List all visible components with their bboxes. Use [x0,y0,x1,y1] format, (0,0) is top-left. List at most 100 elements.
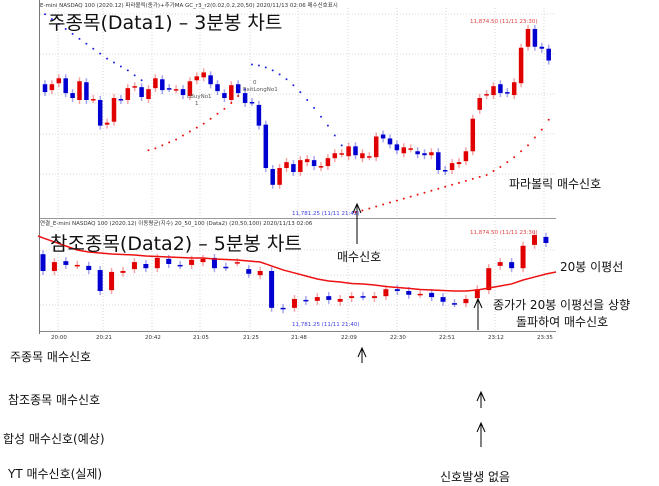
parabolic-sar-dot [451,183,454,186]
top-candle-body [91,99,96,101]
top-candle-body [525,28,531,47]
parabolic-sar-dot [416,193,419,196]
top-candle-body [208,75,213,85]
parabolic-sar-dot [244,88,247,91]
parabolic-sar-dot [430,189,433,192]
bottom-candle-body [131,262,137,270]
bottom-candle-body [417,293,423,296]
top-candle-body [215,84,220,92]
x-axis-tick: 22:09 [341,335,357,341]
buy-signal-annotation: 매수신호 [337,250,382,264]
bottom-candle-body [520,245,526,269]
parabolic-sar-dot [182,134,184,137]
top-pane-title: 주종목(Data1) – 3분봉 차트 [48,12,283,34]
parabolic-sar-dot [119,65,122,68]
bottom-low-label: 11,781.25 (11/11 21:40) [292,322,360,328]
top-candle-body [484,94,489,96]
top-candle-body [415,151,420,155]
bottom-candle-body [74,264,80,267]
parabolic-sar-dot [85,42,88,45]
parabolic-sar-dot [458,181,460,184]
bottom-candle-body [86,265,92,271]
row-combined-signal: 합성 매수신호(예상) [3,432,105,446]
row1-arrow-head [357,346,367,358]
top-candle-body [422,153,427,156]
row-ref-signal: 참조종목 매수신호 [8,393,101,407]
bottom-candle-body [451,303,457,305]
parabolic-sar-dot [340,144,343,147]
bottom-candle-body [463,298,469,304]
x-axis-tick: 21:48 [291,335,307,341]
top-candle-body [222,93,227,99]
parabolic-sar-dot [126,69,129,72]
row-main-signal: 주종목 매수신호 [10,350,92,364]
top-candle-body [401,147,407,154]
bottom-candle-body [394,289,400,292]
bottom-candle-body [486,268,492,291]
top-candle-body [139,87,144,98]
parabolic-sar-dot [230,101,233,104]
top-candle-body [367,156,372,158]
bottom-candle-body [314,297,320,301]
parabolic-sar-dot [44,13,46,16]
bottom-high-label: 11,874.50 (11/11 23:30) [470,230,538,236]
top-candle-body [166,88,172,90]
bottom-candle-body [326,296,332,300]
bottom-candle-body [303,299,309,302]
top-candle-body [318,166,324,168]
top-pane-header: E-mini NASDAQ 100 (2020.12) 파라볼릭(종가)+추가M… [40,3,338,9]
parabolic-sar-dot [175,138,178,141]
top-candle-body [429,152,434,156]
parabolic-sar-dot [395,199,398,202]
top-candle-body [173,89,179,91]
top-candle-body [498,84,503,94]
parabolic-sar-dot [444,185,447,188]
ma20-line [37,235,557,292]
bottom-candle-body [429,292,435,298]
bottom-candle-body [166,258,172,264]
top-candle-body [353,146,358,156]
parabolic-sar-dot [368,207,371,210]
top-candle-body [339,153,344,155]
bottom-candle-body [51,262,57,271]
parabolic-sar-dot [188,130,191,133]
top-candle-body [532,28,538,47]
top-candle-body [373,136,379,158]
bottom-candle-body [440,297,446,302]
top-candle-body [256,104,262,126]
top-candle-body [291,164,296,172]
parabolic-sar-dot [471,177,474,180]
parabolic-sar-dot [527,144,529,147]
top-candle-body [180,89,186,96]
top-candle-body [436,152,441,171]
parabolic-sar-dot [299,91,302,94]
top-low-label: 11,781.25 (11/11 21:42) [292,211,360,217]
parabolic-sar-dot [216,112,219,115]
no-signal-annotation: 신호발생 없음 [440,470,511,484]
bottom-candle-body [269,270,275,308]
bottom-pane-title: 참조종목(Data2) – 5분봉 차트 [50,233,302,255]
parabolic-sar-dot [478,175,481,178]
parabolic-sar-dot [271,69,274,72]
top-candle-body [325,158,331,167]
parabolic-sar-dot [547,118,550,121]
top-candle-body [518,47,524,84]
row-yt-signal: YT 매수신호(실제) [8,467,103,481]
parabolic-sar-dot [409,195,412,198]
bottom-candle-body [211,257,217,269]
bottom-candle-body [360,296,366,298]
cross-signal-arrow-head [473,297,483,309]
top-candle-body [242,93,248,103]
parabolic-sar-dot [382,203,385,206]
parabolic-sar-dot [257,64,260,67]
top-candle-body [42,84,48,93]
parabolic-sar-dot [99,52,102,55]
cross-annotation-line2: 돌파하여 매수신호 [516,315,609,329]
row2-arrow-head [476,390,486,402]
bottom-candle-body [406,291,412,295]
top-candle-body [408,148,413,150]
parabolic-sar-dot [264,66,267,69]
top-high-label: 11,874.50 (11/11 23:30) [470,19,538,25]
top-candle-body [456,162,462,165]
